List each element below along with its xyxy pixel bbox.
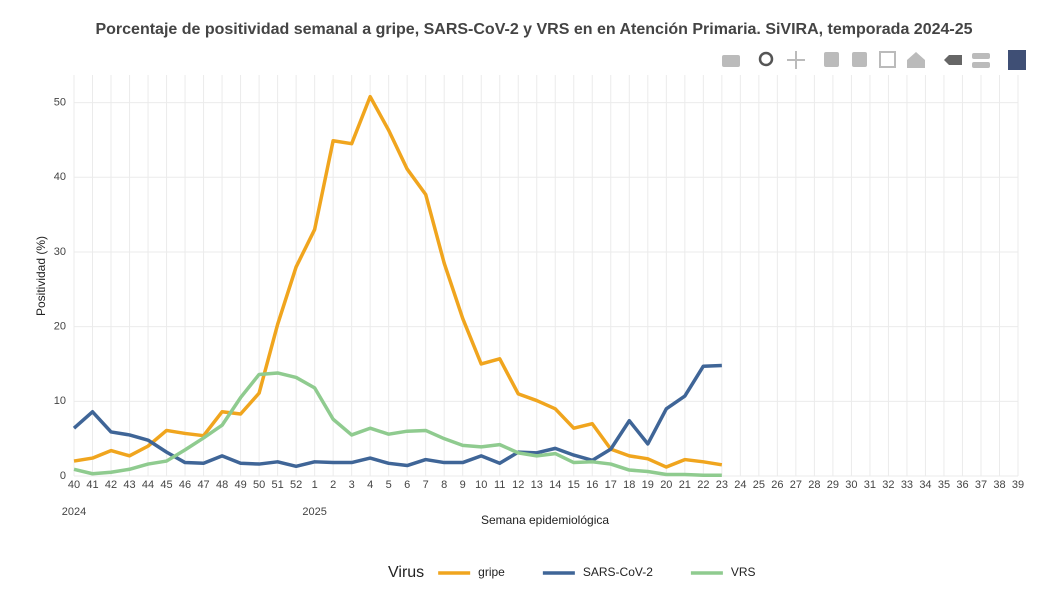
legend-label: VRS	[731, 565, 756, 579]
x-tick-label: 13	[531, 479, 543, 491]
y-axis-label: Positividad (%)	[34, 236, 48, 316]
year-label: 2025	[302, 506, 326, 518]
x-tick-label: 21	[679, 479, 691, 491]
x-tick-label: 50	[253, 479, 265, 491]
year-label: 2024	[62, 506, 86, 518]
zoom-in-icon[interactable]	[824, 52, 839, 67]
x-tick-label: 42	[105, 479, 117, 491]
series-line	[72, 363, 722, 469]
x-tick-label: 7	[423, 479, 429, 491]
x-tick-label: 26	[771, 479, 783, 491]
x-tick-label: 9	[460, 479, 466, 491]
y-tick-label: 40	[54, 171, 66, 183]
x-tick-label: 51	[271, 479, 283, 491]
x-tick-label: 43	[123, 479, 135, 491]
x-tick-label: 34	[919, 479, 931, 491]
x-tick-label: 33	[901, 479, 913, 491]
x-tick-label: 39	[1012, 479, 1024, 491]
x-tick-label: 49	[234, 479, 246, 491]
hover-closest-icon[interactable]	[972, 53, 990, 59]
zoom-out-icon[interactable]	[852, 52, 867, 67]
y-tick-label: 30	[54, 246, 66, 258]
x-tick-label: 22	[697, 479, 709, 491]
y-tick-label: 10	[54, 395, 66, 407]
spike-icon[interactable]	[944, 55, 962, 65]
series-line	[73, 371, 722, 478]
x-tick-label: 20	[660, 479, 672, 491]
x-tick-label: 47	[197, 479, 209, 491]
x-tick-label: 24	[734, 479, 746, 491]
x-tick-label: 15	[568, 479, 580, 491]
series-line	[73, 94, 723, 469]
x-tick-label: 45	[160, 479, 172, 491]
toolbar[interactable]	[722, 50, 1026, 70]
x-tick-label: 14	[549, 479, 561, 491]
x-tick-label: 46	[179, 479, 191, 491]
x-tick-label: 30	[845, 479, 857, 491]
x-tick-label: 31	[864, 479, 876, 491]
x-tick-label: 44	[142, 479, 154, 491]
x-tick-label: 11	[494, 479, 505, 491]
x-tick-label: 1	[312, 479, 318, 491]
x-tick-label: 17	[605, 479, 617, 491]
x-tick-label: 5	[386, 479, 392, 491]
x-tick-label: 28	[808, 479, 820, 491]
zoom-icon[interactable]	[758, 51, 774, 67]
x-tick-label: 25	[753, 479, 765, 491]
x-tick-label: 16	[586, 479, 598, 491]
x-tick-label: 8	[441, 479, 447, 491]
x-tick-label: 37	[975, 479, 987, 491]
x-tick-label: 19	[642, 479, 654, 491]
home-icon[interactable]	[907, 52, 925, 68]
y-tick-label: 50	[54, 97, 66, 109]
legend-label: SARS-CoV-2	[583, 565, 653, 579]
x-tick-label: 32	[882, 479, 894, 491]
x-tick-label: 35	[938, 479, 950, 491]
autoscale-icon[interactable]	[879, 51, 896, 68]
x-tick-label: 2	[330, 479, 336, 491]
y-tick-label: 0	[60, 470, 66, 482]
x-tick-label: 52	[290, 479, 302, 491]
x-tick-label: 10	[475, 479, 487, 491]
chart-title: Porcentaje de positividad semanal a grip…	[95, 21, 972, 38]
x-tick-label: 18	[623, 479, 635, 491]
legend-title: Virus	[388, 564, 424, 581]
x-tick-label: 23	[716, 479, 728, 491]
x-tick-label: 38	[993, 479, 1005, 491]
plotly-logo[interactable]	[1008, 50, 1026, 70]
pan-icon[interactable]	[787, 51, 805, 69]
x-axis-label: Semana epidemiológica	[481, 513, 609, 527]
legend-label: gripe	[478, 565, 505, 579]
y-tick-label: 20	[54, 321, 66, 333]
x-tick-label: 4	[367, 479, 373, 491]
camera-icon[interactable]	[722, 55, 740, 67]
x-tick-label: 6	[404, 479, 410, 491]
x-tick-label: 27	[790, 479, 802, 491]
hover-compare-icon[interactable]	[972, 62, 990, 68]
x-tick-label: 48	[216, 479, 228, 491]
x-tick-label: 40	[68, 479, 80, 491]
x-tick-label: 3	[349, 479, 355, 491]
x-tick-label: 36	[956, 479, 968, 491]
x-tick-label: 41	[86, 479, 98, 491]
x-tick-label: 29	[827, 479, 839, 491]
x-tick-label: 12	[512, 479, 524, 491]
